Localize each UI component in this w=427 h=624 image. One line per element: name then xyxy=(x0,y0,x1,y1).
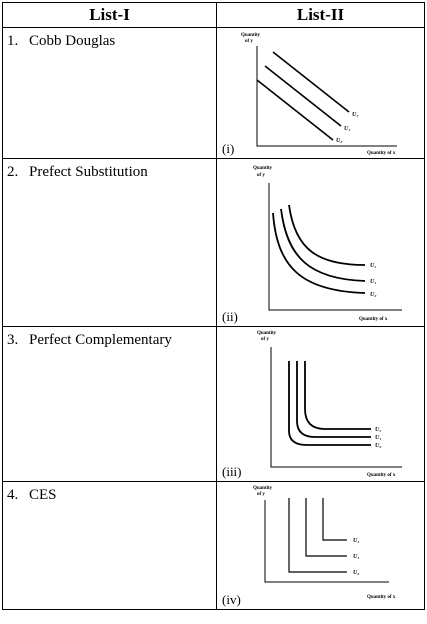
curve-u0 xyxy=(272,212,366,294)
x-axis-label: Quantity of x xyxy=(359,317,388,322)
curve-label: U₁ xyxy=(344,126,350,132)
y-axis-label: of y xyxy=(257,173,265,178)
curve-u0 xyxy=(288,498,347,573)
curve-u2 xyxy=(272,51,350,113)
figure-label: (iii) xyxy=(221,464,243,480)
list-ii-header: List-II xyxy=(216,2,425,28)
y-axis-label: of y xyxy=(245,39,253,44)
indifference-curve-graph: Quantity of y U₂ U₁ U₀ Quantity of x xyxy=(253,166,402,322)
table-row: 2. Prefect Substitution Quantity of y U₂ … xyxy=(2,158,425,327)
indifference-curve-graph: Quantity of y U₂ U₁ U₀ Quantity of x xyxy=(253,486,396,600)
axes xyxy=(270,347,402,468)
list-ii-figure: Quantity of y U₂ U₁ U₀ Quantity of x (ii… xyxy=(216,158,425,327)
indifference-curve-graph: Quantity of y U₂ U₁ U₀ Quantity of x xyxy=(241,33,397,156)
item-label: CES xyxy=(29,487,57,503)
curve-u2 xyxy=(322,498,347,541)
curve-label: U₂ xyxy=(370,263,376,269)
matching-table: List-I List-II 1. Cobb Douglas Quantity o… xyxy=(2,2,425,610)
curve-u0 xyxy=(288,361,371,446)
curve-u1 xyxy=(296,361,371,438)
curve-label: U₂ xyxy=(352,112,358,118)
list-i-item: 2. Prefect Substitution xyxy=(2,158,217,327)
list-i-item: 1. Cobb Douglas xyxy=(2,27,217,159)
curve-label: U₀ xyxy=(370,292,376,298)
item-label: Cobb Douglas xyxy=(29,33,116,49)
y-axis-label: Quantity xyxy=(257,331,277,336)
curve-u2 xyxy=(288,204,366,266)
curve-label: U₀ xyxy=(353,570,359,576)
list-ii-figure: Quantity of y U₂ U₁ U₀ Quantity of x (ii… xyxy=(216,326,425,482)
list-ii-figure: Quantity of y U₂ U₁ U₀ Quantity of x (iv… xyxy=(216,481,425,610)
curve-label: U₀ xyxy=(375,443,381,449)
item-number: 2. xyxy=(7,164,19,180)
x-axis-label: Quantity of x xyxy=(367,151,396,156)
x-axis-label: Quantity of x xyxy=(367,473,396,478)
curve-label: U₁ xyxy=(375,435,381,441)
axes xyxy=(264,500,389,583)
figure-label: (ii) xyxy=(221,309,239,325)
item-label: Perfect Complementary xyxy=(29,332,172,348)
curve-u1 xyxy=(264,65,342,127)
axes xyxy=(256,46,397,147)
table-row: 4. CES Quantity of y U₂ U₁ U₀ Quantity of… xyxy=(2,481,425,610)
list-i-item: 3. Perfect Complementary xyxy=(2,326,217,482)
y-axis-label: Quantity xyxy=(253,166,273,171)
list-ii-figure: Quantity of y U₂ U₁ U₀ Quantity of x (i) xyxy=(216,27,425,159)
item-number: 1. xyxy=(7,33,19,49)
item-number: 4. xyxy=(7,487,19,503)
figure-label: (i) xyxy=(221,141,236,157)
curve-u2 xyxy=(304,361,371,430)
y-axis-label: Quantity xyxy=(241,33,261,38)
item-number: 3. xyxy=(7,332,19,348)
list-i-header: List-I xyxy=(2,2,217,28)
y-axis-label: of y xyxy=(261,337,269,342)
axes xyxy=(268,183,402,311)
curve-label: U₁ xyxy=(353,554,359,560)
table-row: 3. Perfect Complementary Quantity of y U₂… xyxy=(2,326,425,482)
item-label: Prefect Substitution xyxy=(29,164,148,180)
header-row: List-I List-II xyxy=(2,2,425,28)
x-axis-label: Quantity of x xyxy=(367,595,396,600)
curve-label: U₂ xyxy=(375,427,381,433)
y-axis-label: of y xyxy=(257,492,265,497)
curve-u1 xyxy=(305,498,347,557)
curve-u0 xyxy=(256,79,334,141)
curve-label: U₀ xyxy=(336,138,342,144)
table-row: 1. Cobb Douglas Quantity of y U₂ U₁ U₀ Qu… xyxy=(2,27,425,159)
curve-label: U₂ xyxy=(353,538,359,544)
curve-u1 xyxy=(280,208,366,282)
indifference-curve-graph: Quantity of y U₂ U₁ U₀ Quantity of x xyxy=(257,331,402,478)
curve-label: U₁ xyxy=(370,279,376,285)
y-axis-label: Quantity xyxy=(253,486,273,491)
list-i-item: 4. CES xyxy=(2,481,217,610)
figure-label: (iv) xyxy=(221,592,242,608)
